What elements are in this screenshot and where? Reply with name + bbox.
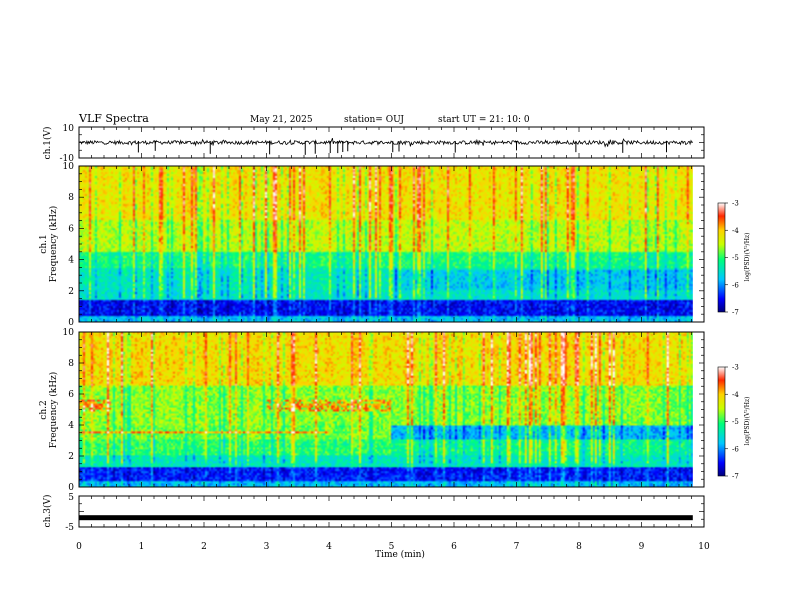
colorbar-tick-label: -4 bbox=[732, 391, 739, 399]
x-tick-label: 8 bbox=[576, 542, 582, 552]
ch1-spectrogram-image bbox=[79, 166, 693, 322]
ch1-ylabel: ch.1(V) bbox=[42, 127, 53, 160]
ch2-colorbar-ticks: -3 -4 -5 -6 -7 bbox=[725, 364, 739, 481]
ch3-trace bbox=[79, 515, 693, 521]
ch1-ytick-top: 10 bbox=[63, 124, 75, 134]
ch3-ylabel: ch.3(V) bbox=[42, 495, 53, 528]
ch3-ytick-bottom: -5 bbox=[65, 523, 74, 533]
ch1-spectrogram-ylabel-frequency: Frequency (kHz) bbox=[48, 206, 59, 283]
y-tick-label: 10 bbox=[63, 162, 75, 172]
x-tick-label: 10 bbox=[698, 542, 710, 552]
station-label: station= OUJ bbox=[344, 115, 404, 125]
ch2-spectrogram-ylabel-frequency: Frequency (kHz) bbox=[48, 372, 59, 449]
ch1-spectrogram-ticks bbox=[78, 165, 705, 323]
ch1-spikes bbox=[137, 140, 667, 155]
ch1-ytick-bottom: -10 bbox=[60, 154, 75, 164]
x-tick-label: 3 bbox=[264, 542, 270, 552]
x-tick-label: 1 bbox=[139, 542, 145, 552]
y-tick-label: 2 bbox=[68, 452, 74, 462]
ch1-colorbar-ticks: -3 -4 -5 -6 -7 bbox=[725, 200, 739, 317]
colorbar-tick-label: -4 bbox=[732, 227, 739, 235]
colorbar-tick-label: -3 bbox=[732, 200, 739, 208]
x-tick-label: 7 bbox=[514, 542, 520, 552]
y-tick-label: 8 bbox=[68, 193, 74, 203]
x-tick-label: 0 bbox=[76, 542, 82, 552]
colorbar-tick-label: -7 bbox=[732, 473, 739, 481]
start-ut-label: start UT = 21: 10: 0 bbox=[438, 115, 530, 125]
y-tick-label: 4 bbox=[68, 256, 74, 266]
x-tick-label: 2 bbox=[201, 542, 207, 552]
x-tick-label: 4 bbox=[326, 542, 332, 552]
colorbar-tick-label: -6 bbox=[732, 445, 739, 453]
x-tick-label: 5 bbox=[389, 542, 395, 552]
ch1-spectrogram-ylabel-channel: ch.1 bbox=[39, 234, 49, 253]
y-tick-label: 2 bbox=[68, 287, 74, 297]
colorbar-tick-label: -3 bbox=[732, 364, 739, 372]
ch1-waveform-panel: 10 -10 ch.1(V) bbox=[42, 124, 705, 164]
y-tick-label: 4 bbox=[68, 421, 74, 431]
ch1-trace bbox=[78, 137, 694, 148]
colorbar-tick-label: -5 bbox=[732, 418, 739, 426]
y-tick-label: 0 bbox=[68, 318, 74, 328]
ch3-ticks bbox=[78, 495, 705, 528]
ch2-colorbar bbox=[717, 366, 726, 477]
x-axis-label: Time (min) bbox=[375, 549, 425, 560]
figure-title: VLF Spectra bbox=[78, 112, 149, 125]
date-label: May 21, 2025 bbox=[250, 115, 313, 125]
ch1-frequency-tick-labels: 0 2 4 6 8 10 bbox=[63, 162, 75, 328]
y-tick-label: 6 bbox=[68, 224, 74, 234]
colorbar-tick-label: -7 bbox=[732, 309, 739, 317]
y-tick-label: 8 bbox=[68, 359, 74, 369]
ch1-colorbar bbox=[717, 202, 726, 313]
y-tick-label: 0 bbox=[68, 483, 74, 493]
ch3-waveform-panel: 5 -5 ch.3(V) bbox=[42, 493, 705, 533]
ch2-frequency-tick-labels: 0 2 4 6 8 10 bbox=[63, 328, 75, 493]
ch1-colorbar-label: log(PSD)(V²/Hz) bbox=[744, 233, 751, 282]
colorbar-tick-label: -6 bbox=[732, 281, 739, 289]
x-tick-label: 6 bbox=[451, 542, 457, 552]
ch2-spectrogram-ylabel-channel: ch.2 bbox=[39, 400, 49, 419]
x-tick-labels: 0 1 2 3 4 5 6 7 8 9 10 bbox=[76, 542, 710, 552]
ch2-spectrogram-image bbox=[79, 332, 693, 487]
ch2-spectrogram-ticks bbox=[78, 331, 705, 488]
y-tick-label: 6 bbox=[68, 390, 74, 400]
ch2-colorbar-label: log(PSD)(V²/Hz) bbox=[744, 397, 751, 446]
ch1-ticks bbox=[78, 126, 705, 159]
ch3-ytick-top: 5 bbox=[68, 493, 74, 503]
x-tick-label: 9 bbox=[639, 542, 645, 552]
y-tick-label: 10 bbox=[63, 328, 75, 338]
colorbar-tick-label: -5 bbox=[732, 254, 739, 262]
